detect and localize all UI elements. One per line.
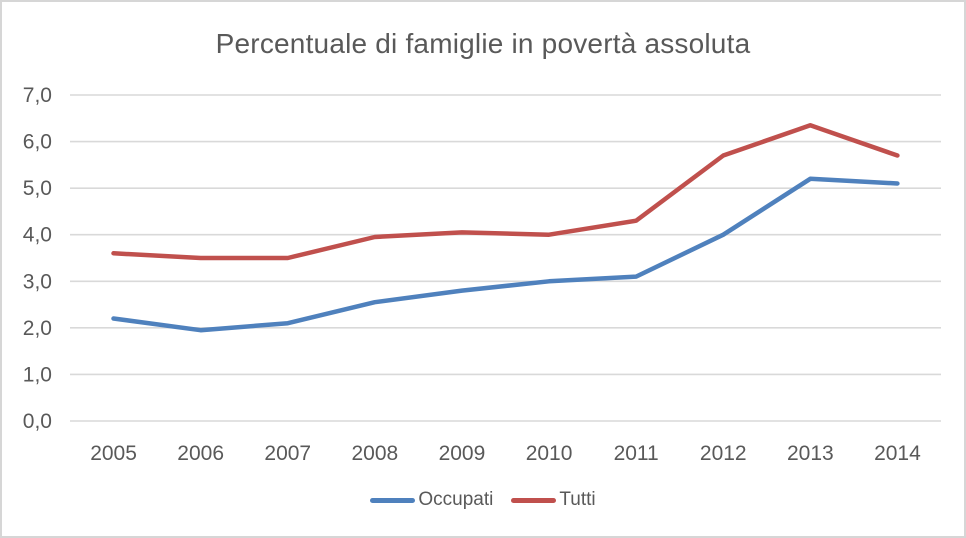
x-axis-tick-label: 2006: [177, 442, 224, 465]
y-axis-tick-label: 7,0: [23, 84, 52, 107]
x-axis-tick-label: 2007: [264, 442, 311, 465]
x-axis-tick-label: 2013: [787, 442, 834, 465]
legend-item-occupati: Occupati: [370, 489, 493, 511]
x-axis-tick-label: 2008: [351, 442, 398, 465]
legend-label-occupati: Occupati: [418, 489, 494, 510]
legend-marker-occupati: [370, 497, 416, 503]
y-axis-tick-label: 4,0: [23, 224, 52, 247]
x-axis-tick-label: 2009: [439, 442, 486, 465]
x-axis-tick-label: 2010: [526, 442, 573, 465]
legend-label-tutti: Tutti: [559, 489, 596, 510]
series-line-tutti: [111, 123, 900, 261]
x-axis-tick-label: 2014: [874, 442, 921, 465]
legend: Occupati Tutti: [2, 489, 964, 511]
x-axis-tick-label: 2005: [90, 442, 137, 465]
y-axis-tick-label: 6,0: [23, 131, 52, 154]
x-axis-tick-label: 2012: [700, 442, 747, 465]
x-axis-tick-label: 2011: [614, 442, 659, 465]
y-axis-tick-label: 0,0: [23, 410, 52, 433]
legend-item-tutti: Tutti: [511, 489, 596, 511]
y-axis-tick-label: 1,0: [23, 363, 52, 386]
y-axis-tick-label: 5,0: [23, 177, 52, 200]
legend-marker-tutti: [511, 497, 557, 503]
y-axis-tick-label: 3,0: [23, 270, 52, 293]
chart-title: Percentuale di famiglie in povertà assol…: [215, 28, 751, 59]
y-axis-tick-label: 2,0: [23, 317, 52, 340]
series-line-occupati: [111, 176, 900, 333]
